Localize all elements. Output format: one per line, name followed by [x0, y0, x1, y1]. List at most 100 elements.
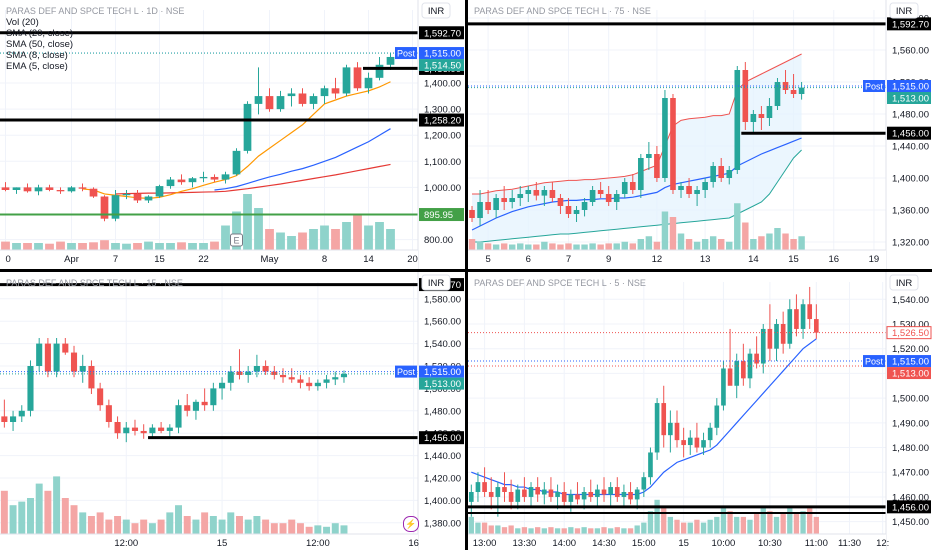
candle[interactable]	[468, 484, 474, 517]
candle[interactable]	[601, 477, 607, 502]
candle[interactable]	[508, 479, 514, 510]
candle[interactable]	[790, 74, 797, 98]
candle[interactable]	[88, 360, 95, 394]
candle[interactable]	[323, 374, 330, 389]
candle[interactable]	[306, 377, 313, 391]
candle[interactable]	[477, 190, 483, 226]
candle[interactable]	[613, 190, 620, 210]
candle[interactable]	[787, 299, 793, 349]
earnings-marker[interactable]: E	[230, 233, 243, 247]
candle[interactable]	[100, 195, 109, 222]
candle[interactable]	[654, 398, 660, 460]
candle[interactable]	[158, 422, 165, 434]
candle[interactable]	[742, 62, 749, 130]
candle[interactable]	[184, 394, 191, 417]
candle[interactable]	[493, 194, 499, 218]
currency-button[interactable]: INR	[889, 274, 919, 291]
candle[interactable]	[758, 106, 765, 130]
candle[interactable]	[674, 410, 680, 448]
candle[interactable]	[18, 405, 25, 422]
candle[interactable]	[654, 146, 660, 182]
candle[interactable]	[210, 382, 217, 411]
candle[interactable]	[56, 187, 65, 194]
candle[interactable]	[70, 345, 78, 378]
candle[interactable]	[227, 366, 234, 391]
candle[interactable]	[533, 182, 540, 201]
candle[interactable]	[177, 174, 186, 185]
candle[interactable]	[694, 186, 700, 206]
chart-pane-75min[interactable]: 1,320.00 1,360.00 1,400.00 1,440.00 1,480.00…	[468, 0, 932, 269]
candle[interactable]	[710, 162, 716, 188]
vertical-divider[interactable]	[465, 0, 468, 550]
candle[interactable]	[469, 206, 475, 222]
candle[interactable]	[166, 424, 173, 438]
candle[interactable]	[608, 482, 613, 507]
candle[interactable]	[192, 399, 199, 420]
candle[interactable]	[681, 427, 686, 458]
candle[interactable]	[44, 338, 51, 378]
candle[interactable]	[517, 186, 524, 206]
candle[interactable]	[133, 190, 142, 204]
lightning-icon[interactable]: ⚡	[403, 516, 419, 532]
candle[interactable]	[495, 482, 501, 517]
candle[interactable]	[188, 176, 197, 188]
candle[interactable]	[232, 148, 241, 176]
candle[interactable]	[36, 338, 43, 372]
candle[interactable]	[718, 158, 725, 182]
candle[interactable]	[726, 166, 733, 185]
candle[interactable]	[782, 70, 789, 94]
candle[interactable]	[668, 410, 673, 453]
candle[interactable]	[568, 489, 574, 512]
chart-pane-5min[interactable]: 1,450.00 1,460.00 1,470.00 1,480.00 1,490.00…	[468, 272, 932, 550]
candle[interactable]	[581, 198, 588, 217]
candle[interactable]	[641, 472, 647, 497]
candle[interactable]	[53, 338, 60, 378]
candle[interactable]	[701, 432, 706, 455]
candle[interactable]	[62, 338, 69, 355]
candle[interactable]	[589, 186, 596, 206]
candle[interactable]	[678, 182, 684, 198]
candle[interactable]	[774, 319, 779, 362]
candle[interactable]	[766, 98, 773, 126]
candle[interactable]	[265, 88, 274, 112]
candle[interactable]	[45, 184, 54, 192]
candle[interactable]	[262, 360, 269, 375]
candle[interactable]	[646, 142, 652, 170]
candle[interactable]	[23, 183, 32, 193]
candle[interactable]	[750, 110, 757, 134]
candle[interactable]	[807, 286, 813, 329]
candle[interactable]	[236, 349, 243, 380]
candle[interactable]	[575, 482, 580, 505]
candle[interactable]	[502, 472, 507, 502]
candle[interactable]	[271, 366, 278, 380]
legend-item[interactable]: EMA (5, close)	[6, 61, 68, 72]
candle[interactable]	[297, 374, 304, 389]
candle[interactable]	[89, 187, 98, 198]
legend-item[interactable]: Vol (20)	[6, 17, 39, 28]
candle[interactable]	[509, 190, 516, 209]
candle[interactable]	[123, 422, 130, 443]
candle[interactable]	[340, 370, 348, 383]
candle[interactable]	[549, 182, 556, 202]
candle[interactable]	[105, 399, 112, 428]
candle[interactable]	[767, 304, 773, 362]
candle[interactable]	[155, 184, 164, 198]
candle[interactable]	[754, 336, 759, 369]
candle[interactable]	[1, 182, 10, 192]
candle[interactable]	[97, 382, 104, 411]
candle[interactable]	[482, 467, 487, 497]
candle[interactable]	[287, 88, 296, 107]
candle[interactable]	[210, 174, 219, 183]
legend-item[interactable]: SMA (50, close)	[6, 39, 73, 50]
candle[interactable]	[12, 187, 21, 194]
candle[interactable]	[727, 328, 733, 386]
candle[interactable]	[279, 368, 287, 383]
candle[interactable]	[702, 178, 708, 198]
candle[interactable]	[488, 477, 494, 510]
candle[interactable]	[201, 388, 208, 411]
horizontal-divider[interactable]	[0, 269, 932, 272]
candle[interactable]	[734, 66, 741, 174]
candle[interactable]	[166, 176, 175, 189]
candle[interactable]	[741, 343, 746, 386]
candle[interactable]	[557, 194, 564, 214]
